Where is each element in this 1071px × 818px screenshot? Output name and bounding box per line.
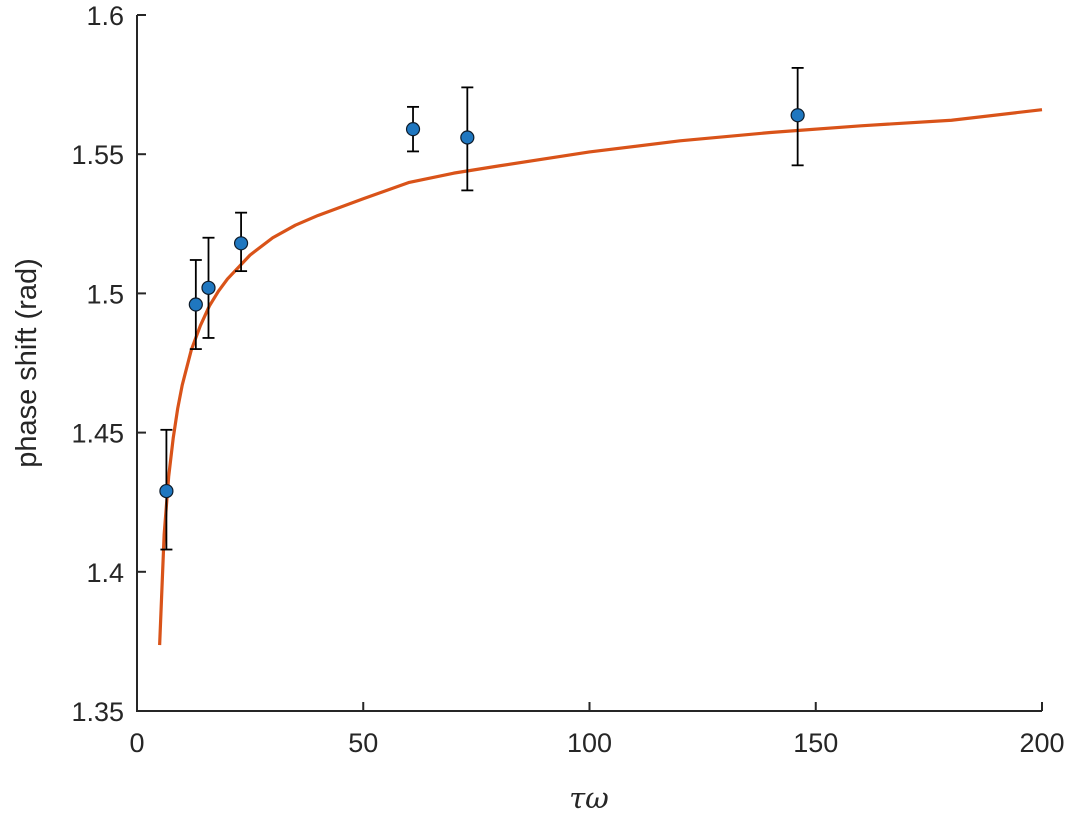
x-tick-label: 200 <box>1019 728 1064 758</box>
data-point <box>233 236 249 251</box>
fit-curve <box>158 108 1043 646</box>
y-tick-label: 1.55 <box>71 140 124 170</box>
y-tick-label: 1.35 <box>71 697 124 727</box>
y-axis-ticks: 1.35 1.4 1.45 1.5 1.55 1.6 <box>71 1 146 727</box>
data-point <box>460 130 475 145</box>
data-point <box>159 483 174 499</box>
y-tick-label: 1.6 <box>86 1 124 31</box>
data-point <box>201 280 216 295</box>
y-axis-label: phase shift (rad) <box>11 258 43 468</box>
data-point <box>405 122 421 137</box>
x-tick-label: 150 <box>793 728 838 758</box>
x-axis-ticks: 0 50 100 150 200 <box>129 702 1065 758</box>
x-tick-label: 50 <box>348 728 378 758</box>
x-tick-label: 0 <box>129 728 144 758</box>
x-axis-label: τω <box>569 781 609 815</box>
x-tick-label: 100 <box>567 728 612 758</box>
y-tick-label: 1.45 <box>71 419 124 449</box>
plot-area <box>158 66 1043 646</box>
y-tick-label: 1.5 <box>86 279 124 309</box>
data-point <box>188 297 203 312</box>
data-point <box>790 108 805 123</box>
y-tick-label: 1.4 <box>86 558 124 588</box>
